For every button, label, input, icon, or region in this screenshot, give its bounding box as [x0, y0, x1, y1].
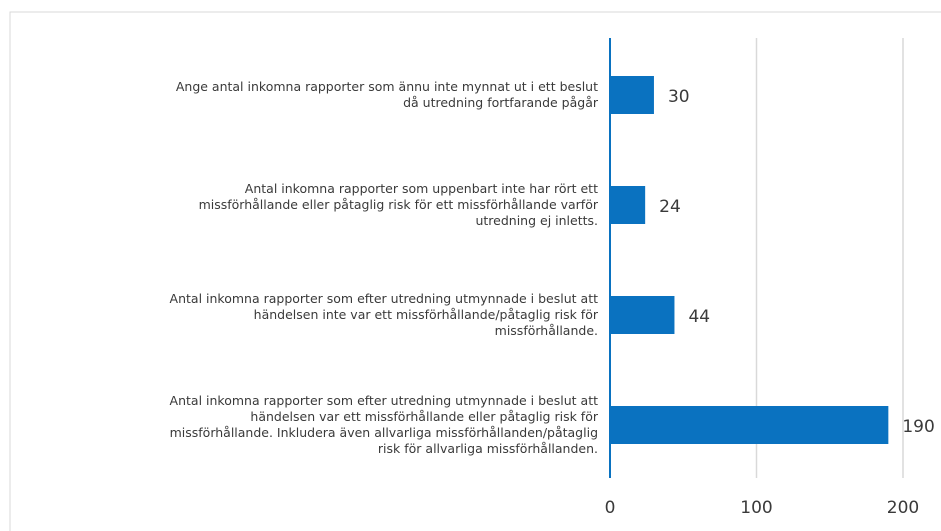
bar: [610, 186, 646, 224]
value-label: 24: [659, 197, 681, 217]
value-label: 30: [668, 87, 690, 107]
value-label: 190: [902, 417, 934, 437]
x-tick-label: 0: [605, 498, 616, 518]
chart-frame: [9, 11, 941, 531]
category-label: Antal inkomna rapporter som efter utredn…: [169, 291, 598, 338]
value-label: 44: [688, 307, 710, 327]
category-label: Antal inkomna rapporter som uppenbart in…: [198, 181, 598, 228]
bar: [610, 76, 654, 114]
bar: [610, 296, 675, 334]
x-tick-label: 100: [740, 498, 772, 518]
category-label: Ange antal inkomna rapporter som ännu in…: [175, 79, 598, 110]
x-tick-label: 200: [887, 498, 919, 518]
category-label: Antal inkomna rapporter som efter utredn…: [169, 393, 598, 456]
bar: [610, 406, 889, 444]
